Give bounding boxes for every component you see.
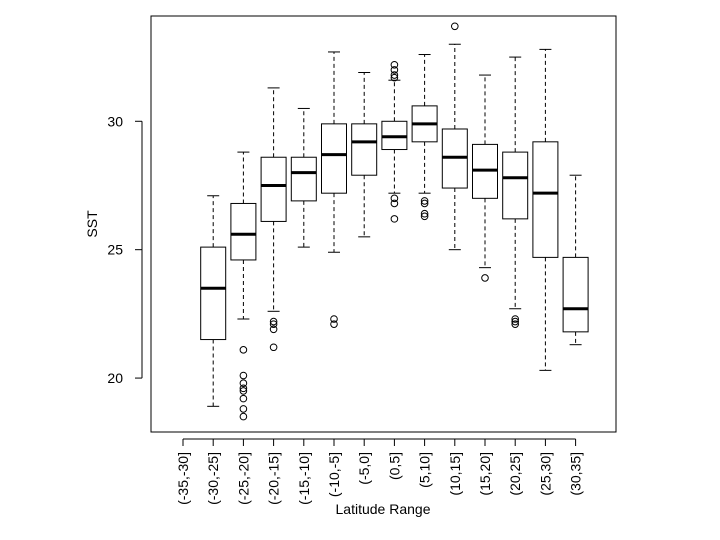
x-tick-label: (-35,-30] (175, 452, 191, 505)
outlier-point (420, 197, 429, 205)
outlier-point (390, 73, 399, 82)
outlier-point (239, 371, 248, 380)
outlier-point (239, 394, 248, 403)
outlier-point (390, 199, 399, 208)
box (230, 202, 257, 261)
chart-marks: 20 25 30 (-35,-30] (-30,-25] (-25,-20] (-20,-1… (107, 22, 589, 505)
outlier-point (451, 22, 459, 31)
x-tick-label: (25,30] (537, 452, 553, 496)
y-tick-label: 20 (107, 370, 123, 386)
x-tick-label: (30,35] (568, 452, 584, 496)
box (321, 123, 347, 194)
outlier-point (239, 384, 248, 393)
box (200, 246, 227, 341)
outlier-point (511, 317, 520, 326)
outlier-point (330, 320, 338, 328)
outlier-point (239, 346, 248, 354)
y-tick-label: 30 (107, 113, 123, 129)
x-tick-label: (-5,0] (356, 452, 372, 485)
x-tick-label: (-20,-15] (266, 452, 282, 505)
outlier-point (511, 315, 520, 323)
outlier-point (269, 325, 278, 334)
outlier-point (390, 215, 399, 223)
box (502, 151, 529, 220)
x-tick-label: (15,20] (477, 452, 493, 496)
outlier-point (390, 60, 399, 69)
box (532, 141, 559, 258)
x-tick-label: (20,25] (507, 452, 523, 496)
y-axis-label: SST (84, 210, 100, 238)
outlier-point (481, 274, 489, 282)
outlier-point (420, 209, 429, 218)
outlier-point (239, 379, 248, 388)
outlier-point (239, 387, 248, 395)
outlier-point (511, 320, 520, 328)
x-tick-label: (5,10] (417, 452, 433, 488)
outlier-point (390, 71, 399, 79)
outlier-point (269, 320, 278, 328)
x-tick-label: (-25,-20] (235, 452, 251, 505)
outlier-point (330, 315, 338, 323)
outlier-point (420, 212, 429, 221)
plot-frame (150, 15, 617, 433)
y-tick-label: 25 (107, 242, 123, 258)
outlier-point (390, 66, 399, 74)
outlier-point (269, 343, 278, 352)
x-tick-label: (-30,-25] (205, 452, 221, 505)
x-tick-label: (0,5] (386, 452, 402, 480)
x-tick-label: (-10,-5] (326, 452, 342, 497)
box (260, 156, 287, 222)
x-tick-label: (-15,-10] (296, 452, 312, 505)
outlier-point (239, 412, 248, 421)
x-tick-label: (10,15] (447, 452, 463, 496)
outlier-point (390, 194, 399, 203)
outlier-point (239, 405, 248, 413)
box (351, 123, 378, 176)
box (290, 156, 317, 202)
x-axis-label: Latitude Range (336, 501, 431, 517)
outlier-point (420, 199, 429, 208)
box (562, 256, 589, 333)
outlier-point (269, 317, 278, 326)
